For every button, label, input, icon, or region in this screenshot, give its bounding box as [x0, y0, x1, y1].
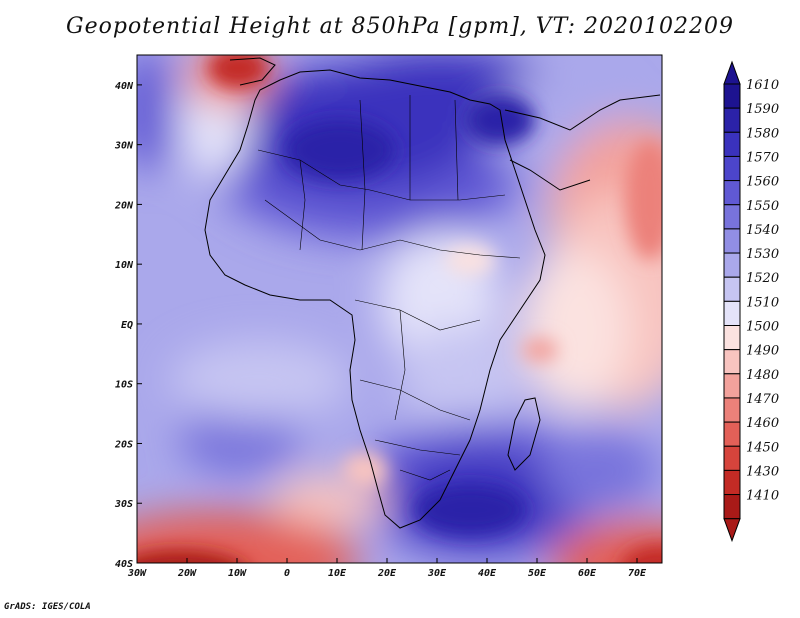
lat-tick-label: 20S [114, 439, 133, 450]
lat-tick-label: 40S [115, 559, 133, 570]
lat-tick-label: 10N [115, 260, 134, 271]
colorbar-label: 1570 [746, 150, 779, 165]
lon-tick-label: 20E [377, 568, 397, 579]
colorbar-label: 1590 [746, 102, 779, 117]
lat-tick-label: 40N [115, 81, 134, 92]
colorbar-swatch [723, 325, 741, 351]
colorbar-swatch [723, 349, 741, 375]
lat-tick-label: 30S [114, 499, 133, 510]
height-field [137, 55, 662, 563]
lon-tick-label: 30W [127, 568, 147, 579]
coastlines [204, 57, 661, 529]
colorbar-label: 1470 [746, 392, 779, 407]
colorbar-swatch [723, 83, 741, 109]
colorbar: 1610 1590 1580 1570 1560 1550 1540 1530 1520 1510… [723, 60, 779, 543]
colorbar-label: 1520 [746, 271, 779, 286]
colorbar-label: 1490 [746, 344, 779, 359]
colorbar-swatch [723, 469, 741, 496]
colorbar-label: 1460 [746, 416, 779, 431]
map-frame [136, 54, 663, 564]
colorbar-label: 1550 [746, 199, 779, 214]
colorbar-swatch [723, 494, 741, 520]
lon-tick-label: 10E [328, 568, 347, 579]
colorbar-label: 1510 [746, 295, 779, 310]
colorbar-swatch [723, 421, 741, 447]
colorbar-swatch [723, 228, 741, 254]
colorbar-swatch [723, 107, 741, 133]
lat-tick-label: 30N [114, 141, 134, 152]
lon-tick-label: 70E [628, 568, 647, 579]
lon-tick-label: 0 [284, 568, 290, 579]
field-blobs-detail [137, 55, 662, 563]
lon-tick-label: 30E [427, 568, 447, 579]
colorbar-swatch [723, 445, 741, 471]
colorbar-swatch [723, 373, 741, 399]
colorbar-label: 1540 [746, 223, 779, 238]
colorbar-label: 1500 [746, 320, 779, 335]
longitude-axis: 30W 20W 10W 0 10E 20E 30E 40E 50E 60E 70E [127, 558, 647, 579]
colorbar-label: 1480 [746, 368, 779, 383]
lon-tick-label: 40E [478, 568, 497, 579]
colorbar-label: 1410 [746, 489, 779, 504]
lon-tick-label: 10W [228, 568, 247, 579]
lat-tick-label: 20N [114, 200, 134, 211]
colorbar-swatch [723, 204, 741, 230]
colorbar-label: 1530 [746, 247, 779, 262]
lon-tick-label: 20W [177, 568, 197, 579]
lat-tick-label: 10S [115, 380, 133, 391]
colorbar-label: 1430 [746, 464, 779, 479]
country-borders [257, 95, 521, 481]
colorbar-swatch [723, 252, 741, 278]
colorbar-label: 1580 [746, 126, 779, 141]
colorbar-swatch [723, 155, 741, 182]
lon-tick-label: 60E [578, 568, 597, 579]
lat-tick-label: EQ [121, 320, 133, 331]
colorbar-swatch [723, 131, 741, 157]
colorbar-label: 1450 [746, 440, 779, 455]
map-title: Geopotential Height at 850hPa [gpm], VT:… [66, 14, 734, 39]
colorbar-swatch [723, 397, 741, 423]
colorbar-swatch [723, 300, 741, 327]
colorbar-swatch [723, 180, 741, 206]
latitude-axis: 40N 30N 20N 10N EQ 10S 20S 30S 40S [114, 81, 142, 570]
colorbar-label: 1560 [746, 175, 779, 190]
colorbar-bottom-arrow [723, 518, 741, 543]
colorbar-swatch [723, 276, 741, 302]
grads-credit: GrADS: IGES/COLA [4, 602, 91, 612]
colorbar-label: 1610 [746, 78, 779, 93]
lon-tick-label: 50E [528, 568, 547, 579]
colorbar-top-arrow [723, 60, 741, 85]
field-blobs-large [137, 55, 662, 563]
